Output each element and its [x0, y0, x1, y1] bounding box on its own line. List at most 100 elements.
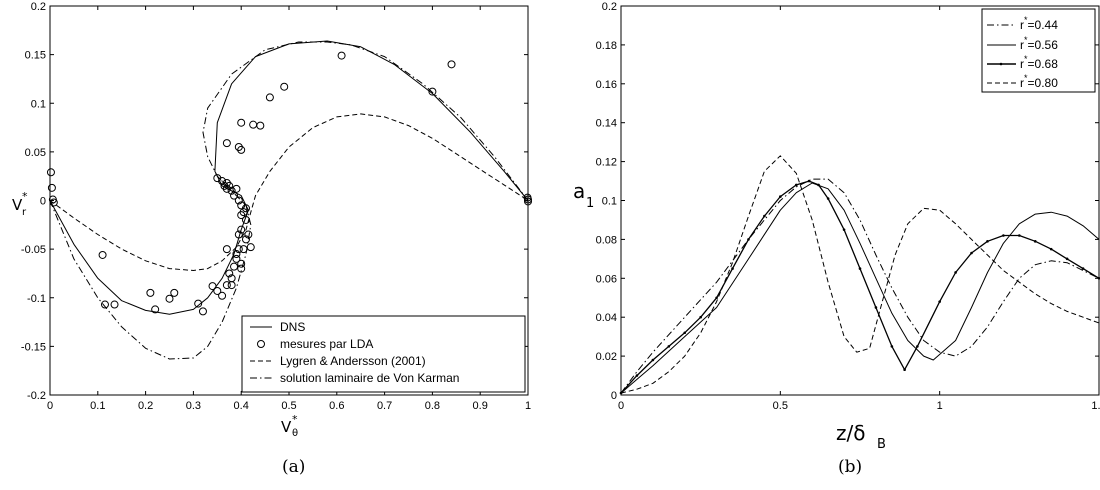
x-tick-label: 0.4: [234, 400, 249, 412]
y-tick-label: -0.2: [27, 390, 46, 402]
y-tick-label: 0.02: [596, 351, 617, 363]
y-tick-label: 0.1: [602, 196, 617, 208]
x-tick-label: 0: [618, 400, 624, 412]
data-point-mesures-par-lda: [194, 299, 203, 308]
x-tick-label: 0.7: [377, 400, 392, 412]
data-point-r-0-68: [954, 271, 957, 274]
data-point-mesures-par-lda: [265, 93, 274, 102]
x-tick-label: 1.5: [1091, 400, 1100, 412]
y-tick-label: 0.16: [596, 79, 617, 91]
data-point-mesures-par-lda: [225, 181, 234, 190]
data-point-mesures-par-lda: [165, 294, 174, 303]
svg-text:θ: θ: [292, 428, 298, 439]
y-tick-label: -0.1: [27, 293, 46, 305]
legend-label-lygren: Lygren & Andersson (2001): [280, 354, 426, 368]
data-point-mesures-par-lda: [225, 269, 234, 278]
data-point-r-0-68: [970, 251, 973, 255]
data-point-r-0-68: [842, 228, 846, 231]
y-tick-label: -0.15: [21, 341, 46, 353]
x-tick-label: 0.9: [473, 400, 488, 412]
data-point-mesures-par-lda: [230, 191, 239, 200]
data-point-mesures-par-lda: [237, 259, 246, 268]
data-point-mesures-par-lda: [230, 262, 239, 271]
data-point-mesures-par-lda: [227, 186, 236, 195]
svg-text:r: r: [22, 207, 27, 218]
data-point-r-0-68: [807, 179, 811, 183]
data-point-r-0-68: [1033, 240, 1037, 243]
svg-text:a: a: [573, 179, 585, 203]
data-point-mesures-par-lda: [337, 51, 346, 60]
data-point-mesures-par-lda: [227, 281, 236, 290]
data-point-mesures-par-lda: [110, 300, 119, 309]
data-point-r-0-68: [715, 296, 718, 300]
x-tick-label: 0.1: [90, 400, 105, 412]
data-point-r-0-68: [683, 331, 687, 335]
data-point-r-0-68: [794, 183, 798, 187]
svg-text:1: 1: [586, 196, 594, 211]
series-line-r-0-68: [620, 180, 1100, 394]
data-point-mesures-par-lda: [237, 145, 246, 154]
panel-b-ticks: 0 0.5 1 1.5 0 0.02 0.04 0.06 0.08 0.1 0.12 0.14 0.16…: [596, 1, 1100, 412]
legend-swatch-r068-dot: [999, 62, 1003, 66]
data-point-mesures-par-lda: [218, 291, 227, 300]
y-tick-label: -0.05: [21, 244, 46, 256]
data-point-mesures-par-lda: [46, 168, 55, 177]
data-point-mesures-par-lda: [222, 281, 231, 290]
data-point-mesures-par-lda: [232, 254, 241, 263]
panel-a-ticks: 0 0.1 0.2 0.3 0.4 0.5 0.6 0.7 0.8 0.9 1 -0.2 -0.15 -0…: [21, 1, 531, 412]
legend-label-vonkarman: solution laminaire de Von Karman: [280, 371, 459, 385]
legend-label-lda: mesures par LDA: [280, 337, 373, 351]
data-point-mesures-par-lda: [237, 118, 246, 127]
panel-a-x-axis-label: V θ *: [281, 413, 298, 439]
y-tick-label: 0.08: [596, 234, 617, 246]
data-point-r-0-68: [986, 240, 989, 243]
data-point-mesures-par-lda: [98, 250, 107, 259]
legend-label-r068: r*=0.68: [1020, 54, 1058, 71]
data-point-mesures-par-lda: [280, 82, 289, 91]
data-point-mesures-par-lda: [232, 249, 241, 258]
data-point-mesures-par-lda: [249, 120, 258, 129]
svg-text:V: V: [12, 196, 23, 214]
data-point-r-0-68: [890, 345, 894, 348]
data-point-mesures-par-lda: [237, 264, 246, 273]
x-tick-label: 0.3: [186, 400, 201, 412]
data-point-r-0-68: [731, 267, 734, 270]
panel-b-legend: r*=0.44 r*=0.56 r*=0.68 r*=0.80: [981, 8, 1096, 93]
data-point-r-0-68: [903, 368, 906, 372]
panel-a-y-axis-label: V r *: [12, 190, 28, 218]
svg-text:B: B: [877, 437, 886, 452]
series-line-r-0-80: [620, 155, 1100, 394]
data-point-r-0-68: [763, 214, 766, 218]
svg-text:*: *: [292, 413, 298, 426]
data-point-r-0-68: [1081, 267, 1085, 270]
data-point-mesures-par-lda: [170, 288, 179, 297]
svg-text:V: V: [281, 418, 292, 436]
panel-a-marks: [46, 40, 532, 360]
y-tick-label: 0: [611, 390, 617, 402]
y-tick-label: 0.04: [596, 312, 617, 324]
legend-box: [241, 315, 526, 393]
data-point-mesures-par-lda: [100, 300, 109, 309]
data-point-mesures-par-lda: [222, 245, 231, 254]
legend-label-dns: DNS: [280, 320, 305, 334]
data-point-mesures-par-lda: [232, 184, 241, 193]
y-tick-label: 0.12: [596, 157, 617, 169]
data-point-mesures-par-lda: [208, 282, 217, 291]
x-tick-label: 0.8: [425, 400, 440, 412]
data-point-r-0-68: [779, 195, 782, 198]
legend-label-r056: r*=0.56: [1020, 35, 1058, 52]
data-point-mesures-par-lda: [428, 87, 437, 96]
legend-swatch-lda: [257, 340, 265, 348]
series-line-lygren-andersson-2001: [49, 113, 529, 271]
data-point-mesures-par-lda: [222, 139, 231, 148]
series-line-dns: [49, 40, 529, 315]
data-point-r-0-68: [635, 374, 639, 377]
data-point-r-0-68: [1018, 234, 1021, 237]
panel-b: 0 0.5 1 1.5 0 0.02 0.04 0.06 0.08 0.1 0.12 0.14 0.16…: [573, 1, 1100, 477]
data-point-mesures-par-lda: [198, 307, 207, 316]
x-tick-label: 0.5: [773, 400, 788, 412]
data-point-mesures-par-lda: [241, 235, 250, 244]
legend-label-r080: r*=0.80: [1020, 73, 1058, 90]
y-tick-label: 0.1: [31, 98, 46, 110]
